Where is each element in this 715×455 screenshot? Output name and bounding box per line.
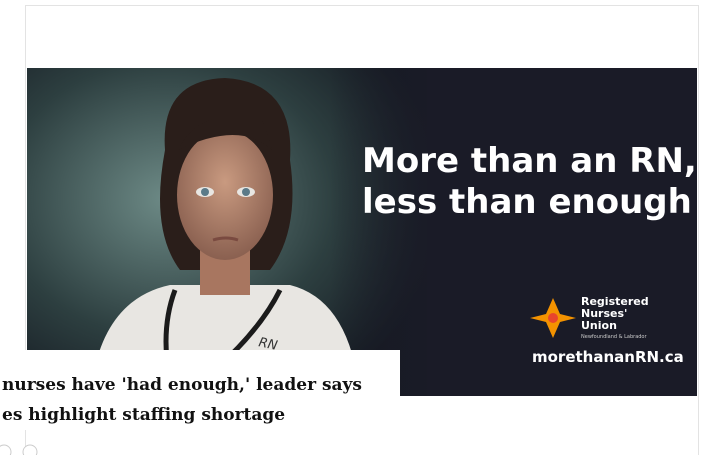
logo-region: Newfoundland & Labrador [581, 334, 647, 340]
headline-box [0, 350, 400, 430]
logo-name: Union [581, 319, 617, 332]
article-title[interactable]: es highlight staffing shortage [2, 405, 285, 425]
share-button[interactable] [22, 444, 38, 455]
union-logo [530, 298, 576, 338]
ad-headline: More than an RN, [362, 141, 697, 181]
ad-url: morethananRN.ca [532, 348, 684, 366]
photo-fade [330, 68, 440, 396]
ad-banner[interactable]: RN More than an RN, less than enough Reg… [27, 68, 697, 396]
nurse-portrait: RN [90, 78, 360, 396]
share-button[interactable] [0, 444, 12, 455]
article-title[interactable]: nurses have 'had enough,' leader says [2, 375, 362, 395]
ad-headline: less than enough [362, 182, 692, 222]
logo-name: Registered [581, 295, 649, 308]
shirt-badge: RN [257, 335, 279, 354]
logo-name: Nurses' [581, 307, 627, 320]
